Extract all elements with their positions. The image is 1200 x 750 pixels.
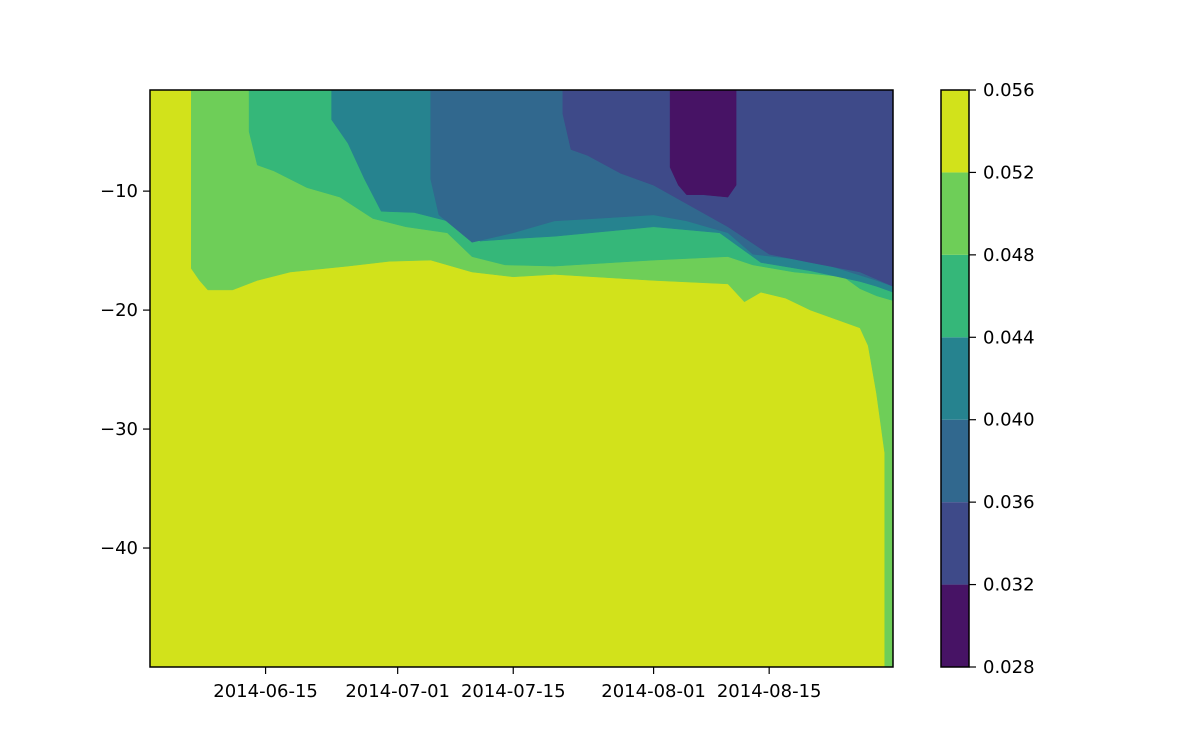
y-tick-label: −40 <box>100 538 138 559</box>
colorbar-band <box>941 90 969 173</box>
colorbar-band <box>941 337 969 420</box>
colorbar-tick-label: 0.040 <box>983 410 1035 431</box>
colorbar-axis: 0.028 0.032 0.036 0.040 0.044 0.048 0.052 0.056 <box>969 80 1035 678</box>
x-tick-label: 2014-06-15 <box>213 681 318 702</box>
x-tick-label: 2014-07-15 <box>461 681 566 702</box>
colorbar-tick-label: 0.028 <box>983 657 1035 678</box>
colorbar-tick-label: 0.044 <box>983 327 1035 348</box>
x-axis: 2014-06-15 2014-07-01 2014-07-15 2014-08-01… <box>213 667 821 702</box>
y-axis: −10 −20 −30 −40 <box>100 181 150 559</box>
colorbar-band <box>941 584 969 667</box>
colorbar-tick-label: 0.032 <box>983 575 1035 596</box>
colorbar-band <box>941 419 969 503</box>
colorbar <box>941 90 969 667</box>
contour-regions <box>150 90 893 667</box>
colorbar-tick-label: 0.056 <box>983 80 1035 101</box>
x-tick-label: 2014-08-15 <box>717 681 822 702</box>
colorbar-tick-label: 0.048 <box>983 245 1035 266</box>
colorbar-tick-label: 0.052 <box>983 162 1035 183</box>
colorbar-tick-label: 0.036 <box>983 492 1035 513</box>
x-tick-label: 2014-07-01 <box>345 681 450 702</box>
colorbar-band <box>941 172 969 255</box>
colorbar-band <box>941 502 969 585</box>
colorbar-band <box>941 254 969 338</box>
colorbar-frame <box>940 89 970 668</box>
contour-region-6 <box>669 90 737 198</box>
x-tick-label: 2014-08-01 <box>601 681 706 702</box>
y-tick-label: −20 <box>100 300 138 321</box>
plot-frame <box>149 89 894 668</box>
y-tick-label: −10 <box>100 181 138 202</box>
y-tick-label: −30 <box>100 419 138 440</box>
